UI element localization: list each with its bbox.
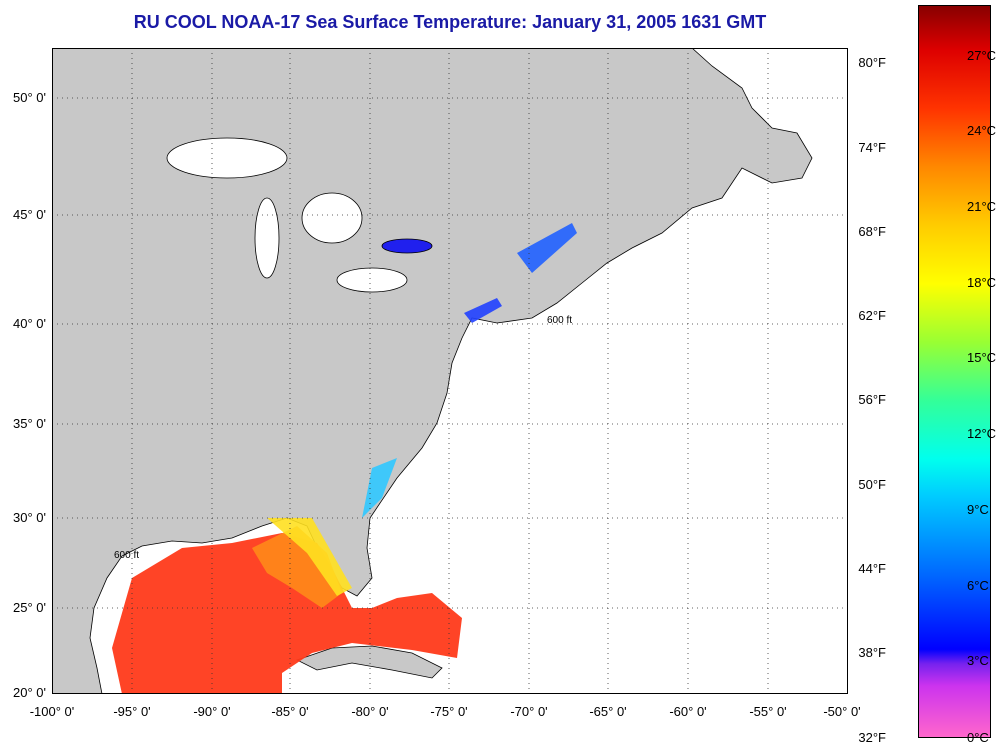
- lon-label: -95° 0': [113, 704, 151, 719]
- lat-label: 40° 0': [13, 316, 46, 331]
- lake-huron: [301, 192, 363, 244]
- map-title: RU COOL NOAA-17 Sea Surface Temperature:…: [133, 12, 767, 32]
- contour-label: 600 ft: [547, 315, 572, 326]
- colorbar-c-label: 3°C: [967, 653, 989, 668]
- colorbar-c-label: 15°C: [967, 350, 997, 365]
- lake-ontario: [336, 267, 408, 293]
- lon-label: -90° 0': [193, 704, 231, 719]
- colorbar-c-label: 18°C: [967, 275, 997, 290]
- colorbar-c-label: 9°C: [967, 502, 989, 517]
- colorbar-c-label: 21°C: [967, 199, 997, 214]
- lon-label: -65° 0': [589, 704, 627, 719]
- lake-superior: [166, 137, 288, 179]
- lake-michigan: [254, 197, 280, 279]
- lat-label: 20° 0': [13, 685, 46, 700]
- colorbar-f-label: 68°F: [858, 224, 886, 239]
- lat-label: 30° 0': [13, 510, 46, 525]
- colorbar-f-label: 50°F: [858, 477, 886, 492]
- land-cuba: [295, 645, 443, 679]
- lon-label: -100° 0': [29, 704, 75, 719]
- lon-label: -80° 0': [351, 704, 389, 719]
- sst-long-island: [464, 298, 502, 323]
- lon-label: -70° 0': [510, 704, 548, 719]
- colorbar-f-label: 56°F: [858, 392, 886, 407]
- colorbar-c-label: 6°C: [967, 578, 989, 593]
- colorbar-c-label: 12°C: [967, 426, 997, 441]
- lat-label: 50° 0': [13, 90, 46, 105]
- colorbar-f-label: 80°F: [858, 55, 886, 70]
- colorbar-f-label: 44°F: [858, 561, 886, 576]
- lat-label: 25° 0': [13, 600, 46, 615]
- colorbar-f-label: 62°F: [858, 308, 886, 323]
- sst-gulf-of-maine: [517, 223, 577, 273]
- sst-gulf-warm: [112, 533, 462, 694]
- contour-label: 600 ft: [114, 550, 139, 561]
- lon-label: -60° 0': [669, 704, 707, 719]
- lon-label: -55° 0': [749, 704, 787, 719]
- sst-map[interactable]: 600 ft 600 ft: [52, 48, 848, 694]
- lat-label: 35° 0': [13, 416, 46, 431]
- colorbar-c-label: 24°C: [967, 123, 997, 138]
- lon-label: -50° 0': [823, 704, 861, 719]
- colorbar-f-label: 38°F: [858, 645, 886, 660]
- sst-coastal-band: [362, 458, 397, 518]
- lon-label: -75° 0': [430, 704, 468, 719]
- colorbar-f-label: 74°F: [858, 140, 886, 155]
- sst-shelf-cool: [267, 518, 352, 596]
- colorbar-c-label: 0°C: [967, 730, 989, 745]
- colorbar-c-label: 27°C: [967, 48, 997, 63]
- land-north-america: [52, 48, 813, 694]
- colorbar-f-label: 32°F: [858, 730, 886, 745]
- lat-label: 45° 0': [13, 207, 46, 222]
- temperature-colorbar: [918, 5, 991, 738]
- lon-label: -85° 0': [271, 704, 309, 719]
- lake-erie: [381, 238, 433, 254]
